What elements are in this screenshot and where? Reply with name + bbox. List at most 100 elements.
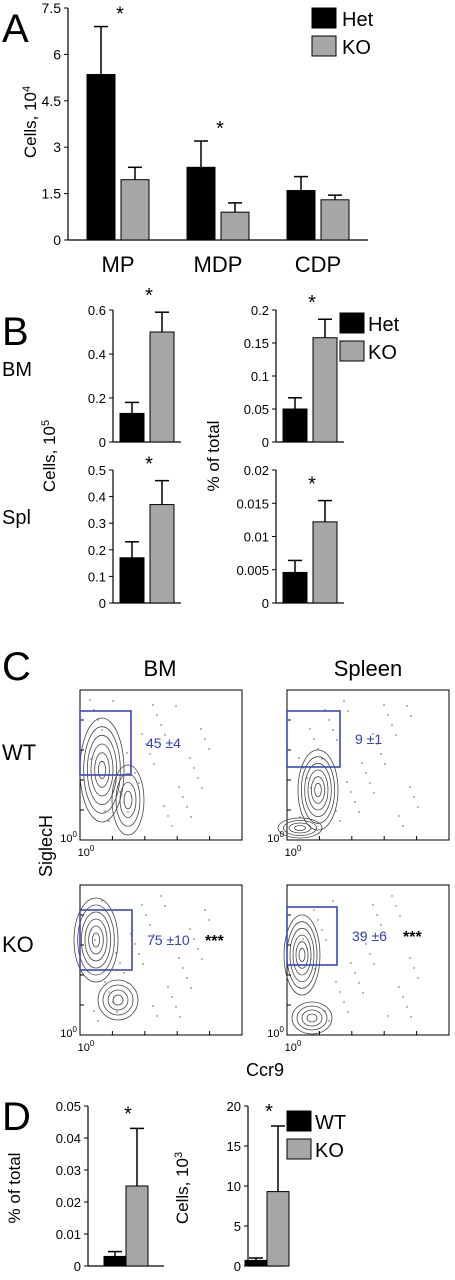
event-dot [152, 704, 154, 706]
event-dot [380, 753, 382, 755]
contour-line [298, 947, 306, 963]
event-dot [395, 905, 397, 907]
event-dot [350, 791, 352, 793]
contour-line [300, 756, 336, 824]
legend-swatch-het [339, 312, 365, 334]
event-dot [310, 787, 312, 789]
event-dot [362, 992, 364, 994]
gate-percentage: 9 ±1 [355, 731, 382, 747]
contour-line [277, 817, 323, 839]
event-dot [178, 786, 180, 788]
event-dot [365, 772, 367, 774]
event-dot [380, 924, 382, 926]
event-dot [417, 806, 419, 808]
event-dot [201, 958, 203, 960]
x-tick-label: 100 [285, 844, 302, 859]
significance-marker: *** [403, 929, 422, 946]
event-dot [313, 909, 315, 911]
y-tick-label: 0 [234, 1259, 241, 1274]
event-dot [398, 986, 400, 988]
y-tick-label: 3 [53, 139, 61, 155]
bar-het [286, 190, 316, 241]
bar-ko [320, 199, 350, 241]
event-dot [141, 904, 143, 906]
contour-line [115, 773, 141, 827]
event-dot [189, 757, 191, 759]
event-dot [373, 963, 375, 965]
legend-swatch-ko [311, 35, 337, 57]
contour-line [283, 914, 321, 996]
event-dot [387, 1015, 389, 1017]
panel-c-y-axis-label: SiglecH [36, 815, 56, 877]
event-dot [160, 724, 162, 726]
event-dot [97, 719, 99, 721]
event-dot [138, 782, 140, 784]
x-category-label: CDP [295, 252, 341, 277]
contour-line [288, 822, 312, 834]
y-tick-label: 20 [227, 1099, 241, 1114]
panel-b-right-y-axis-label: % of total [204, 421, 223, 492]
contour-line [111, 764, 145, 836]
y-tick-label: 0.2 [88, 543, 106, 558]
event-dot [354, 972, 356, 974]
event-dot [343, 700, 345, 702]
bar-ko [149, 331, 175, 443]
legend-label-ko: KO [368, 342, 397, 364]
contour-line [283, 820, 317, 836]
event-dot [186, 806, 188, 808]
panel-a-y-axis-label: Cells, 104 [21, 86, 40, 158]
event-dot [309, 728, 311, 730]
panel-b-row-label-bm: BM [2, 359, 32, 381]
panel-b-bm-percent-chart: 0 0.05 0.1 0.15 0.2 * [244, 292, 344, 450]
y-tick-label: 5 [234, 1219, 241, 1234]
y-tick-label: 0.005 [236, 563, 269, 578]
event-dot [141, 733, 143, 735]
event-dot [413, 967, 415, 969]
y-tick-label: 0.02 [244, 463, 269, 478]
event-dot [361, 933, 363, 935]
y-tick-label: 0.15 [244, 336, 269, 351]
event-dot [153, 763, 155, 765]
y-tick-label: 0 [99, 596, 106, 611]
event-dot [310, 958, 312, 960]
event-dot [112, 1001, 114, 1003]
legend-swatch-ko [286, 1138, 312, 1160]
event-dot [123, 972, 125, 974]
event-dot [97, 1020, 99, 1022]
event-dot [190, 816, 192, 818]
contour-line [84, 918, 108, 962]
panel-letter-b: B [2, 310, 29, 354]
event-dot [197, 948, 199, 950]
event-dot [335, 810, 337, 812]
event-dot [193, 938, 195, 940]
event-dot [313, 738, 315, 740]
event-dot [358, 982, 360, 984]
gate-percentage: 39 ±6 [352, 928, 387, 944]
y-tick-label: 0.4 [88, 490, 106, 505]
significance-marker: * [116, 4, 124, 26]
contour-line [97, 979, 139, 1021]
event-dot [339, 991, 341, 993]
panel-c-row-label-wt: WT [2, 740, 36, 765]
event-dot [325, 939, 327, 941]
event-dot [178, 957, 180, 959]
legend-swatch-wt [286, 1110, 312, 1132]
event-dot [134, 772, 136, 774]
event-dot [328, 1020, 330, 1022]
panel-b-legend: Het KO [339, 312, 400, 364]
contour-line [83, 726, 121, 814]
event-dot [317, 748, 319, 750]
panel-letter-c: C [2, 645, 31, 689]
bar-het [103, 1255, 127, 1267]
event-dot [175, 1006, 177, 1008]
legend-label-het: Het [368, 314, 400, 336]
y-tick-label: 0 [74, 1259, 81, 1274]
event-dot [189, 928, 191, 930]
event-dot [298, 757, 300, 759]
event-dot [299, 816, 301, 818]
bar-ko [312, 521, 338, 604]
bar-ko [312, 337, 338, 443]
event-dot [164, 905, 166, 907]
event-dot [156, 1015, 158, 1017]
event-dot [186, 977, 188, 979]
